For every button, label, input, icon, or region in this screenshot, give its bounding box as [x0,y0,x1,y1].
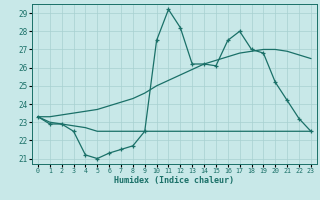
X-axis label: Humidex (Indice chaleur): Humidex (Indice chaleur) [115,176,234,185]
